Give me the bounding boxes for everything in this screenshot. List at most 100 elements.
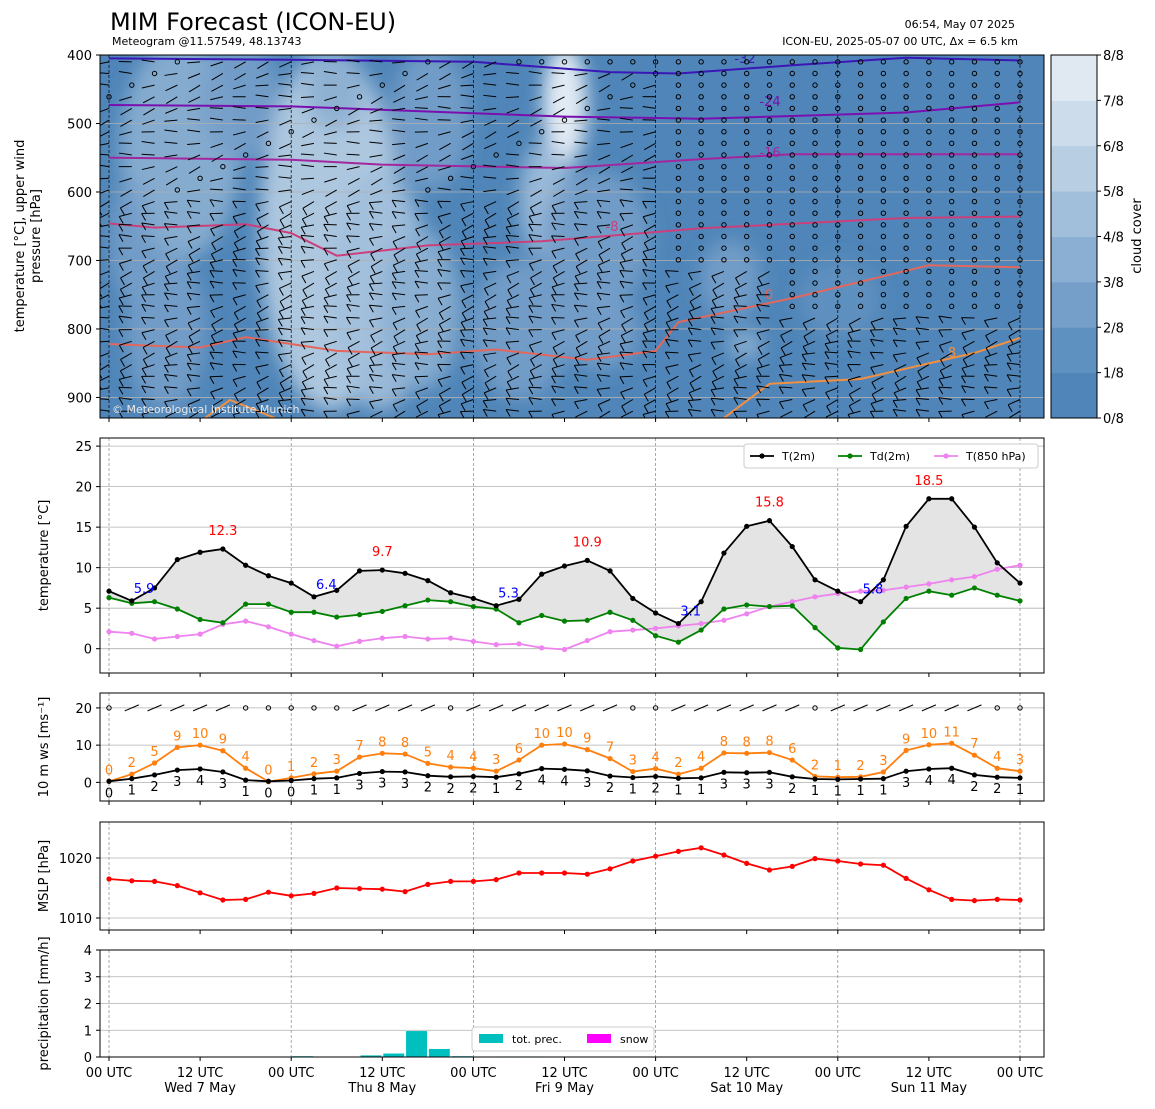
t850-point — [1017, 563, 1022, 568]
colorbar-tick-label: 3/8 — [1103, 276, 1124, 291]
max-temp-label: 9.7 — [372, 545, 393, 560]
wind-barb — [210, 376, 223, 377]
gust-value-label: 4 — [446, 749, 454, 764]
mean-wind-point — [1017, 775, 1022, 780]
pressure-tick-label: 400 — [67, 49, 92, 64]
mslp-point — [311, 891, 316, 896]
gust-value-label: 11 — [943, 725, 960, 740]
time-tick-label: 12 UTC — [723, 1066, 769, 1081]
mslp-point — [289, 893, 294, 898]
t2m-point — [812, 577, 817, 582]
mean-wind-point — [539, 766, 544, 771]
td2m-point — [471, 604, 476, 609]
wind-barb — [552, 73, 565, 74]
mean-wind-point — [585, 768, 590, 773]
t850-point — [812, 594, 817, 599]
gust-point — [744, 751, 749, 756]
gust-value-label: 7 — [355, 739, 363, 754]
gust-point — [175, 745, 180, 750]
mean-wind-point — [949, 766, 954, 771]
mslp-point — [630, 858, 635, 863]
colorbar-segment — [1051, 100, 1097, 146]
wind-barb — [552, 154, 565, 155]
mean-wind-value-label: 2 — [469, 781, 477, 796]
td2m-point — [744, 602, 749, 607]
cloud-region — [700, 240, 760, 320]
mean-wind-value-label: 4 — [538, 774, 546, 789]
y-tick-label: 20 — [75, 481, 92, 496]
td2m-point — [585, 618, 590, 623]
gust-value-label: 2 — [128, 756, 136, 771]
mean-wind-point — [289, 778, 294, 783]
wind-barb-flag — [1009, 418, 1013, 425]
td2m-point — [1017, 598, 1022, 603]
mean-wind-value-label: 1 — [629, 783, 637, 798]
isotherm-label: -16 — [759, 146, 780, 161]
t2m-point — [243, 563, 248, 568]
wind-barb — [142, 399, 155, 400]
mean-wind-value-label: 1 — [128, 784, 136, 799]
wind-barb-flag — [96, 342, 100, 349]
t2m-point — [790, 544, 795, 549]
t850-point — [607, 629, 612, 634]
mslp-point — [585, 872, 590, 877]
t850-point — [289, 632, 294, 637]
mean-wind-point — [904, 769, 909, 774]
t2m-point — [129, 598, 134, 603]
mean-wind-value-label: 2 — [606, 781, 614, 796]
t2m-point — [904, 524, 909, 529]
gust-point — [357, 754, 362, 759]
t2m-point — [471, 596, 476, 601]
colorbar-segment — [1051, 146, 1097, 192]
mean-wind-point — [448, 774, 453, 779]
mean-wind-value-label: 1 — [879, 784, 887, 799]
wind-barb — [347, 154, 360, 155]
mean-wind-point — [425, 773, 430, 778]
gust-point — [904, 748, 909, 753]
mslp-point — [220, 897, 225, 902]
temperature-legend: T(2m)Td(2m)T(850 hPa) — [744, 444, 1038, 468]
mean-wind-point — [380, 769, 385, 774]
t850-point — [904, 585, 909, 590]
wind-barb — [415, 376, 428, 377]
t850-point — [357, 639, 362, 644]
gust-point — [995, 766, 1000, 771]
colorbar-tick-label: 5/8 — [1103, 185, 1124, 200]
day-label: Fri 9 May — [535, 1081, 594, 1096]
wind-barb — [529, 306, 542, 307]
mean-wind-value-label: 2 — [993, 782, 1001, 797]
gust-point — [152, 760, 157, 765]
t850-point — [721, 618, 726, 623]
mslp-point — [471, 879, 476, 884]
max-temp-label: 10.9 — [573, 535, 602, 550]
gust-point — [448, 765, 453, 770]
ylabel-line: temperature [°C], upper wind — [13, 140, 28, 333]
isotherm-label: 8 — [948, 346, 956, 361]
gust-value-label: 4 — [242, 750, 250, 765]
wind-barb — [142, 317, 155, 318]
pressure-tick-label: 800 — [67, 323, 92, 338]
gust-value-label: 7 — [970, 737, 978, 752]
td2m-point — [152, 599, 157, 604]
gust-value-label: 10 — [533, 727, 550, 742]
wind-barb — [620, 213, 633, 214]
gust-point — [198, 743, 203, 748]
t2m-point — [106, 589, 111, 594]
mean-wind-point — [881, 776, 886, 781]
precip-bar — [429, 1049, 450, 1057]
chart-title: MIM Forecast (ICON-EU) — [110, 8, 396, 36]
cloud-panel: -32-24-16-808 © Meteorological Institute… — [13, 40, 1044, 425]
mean-wind-value-label: 1 — [333, 783, 341, 798]
colorbar-segment — [1051, 55, 1097, 101]
colorbar-segment — [1051, 327, 1097, 373]
mslp-point — [402, 889, 407, 894]
td2m-point — [357, 612, 362, 617]
mean-wind-point — [494, 775, 499, 780]
mean-wind-value-label: 0 — [264, 786, 272, 801]
colorbar-tick-label: 4/8 — [1103, 231, 1124, 246]
mslp-point — [653, 854, 658, 859]
t850-point — [494, 642, 499, 647]
